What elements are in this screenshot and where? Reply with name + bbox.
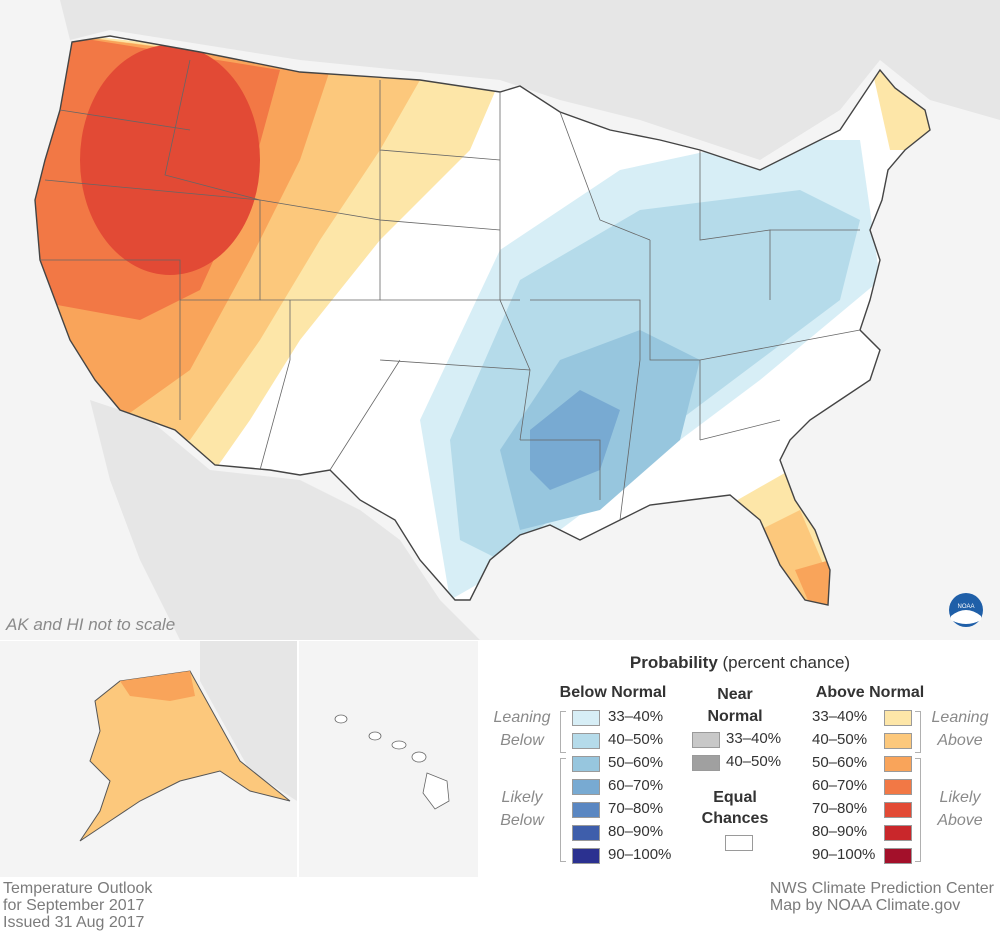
below-label-4: 70–80% <box>608 800 664 817</box>
bracket-leaning-below <box>560 711 566 753</box>
canada-land <box>0 0 1000 160</box>
credit-caption: NWS Climate Prediction Center Map by NOA… <box>770 880 994 914</box>
us-outline <box>34 35 931 606</box>
below-label-6: 90–100% <box>608 846 672 863</box>
below-swatch-6 <box>572 848 600 864</box>
above-swatch-0 <box>884 710 912 726</box>
credit-line-2: Map by NOAA Climate.gov <box>769 897 961 914</box>
above-label-5: 80–90% <box>812 823 868 840</box>
bracket-leaning-above <box>915 711 921 753</box>
above-label-3: 60–70% <box>812 777 868 794</box>
likely-below-label: Likely Below <box>500 789 544 829</box>
below-swatch-4 <box>572 802 600 818</box>
below-label-1: 40–50% <box>608 731 664 748</box>
bracket-likely-below <box>560 758 566 862</box>
above-swatch-3 <box>884 779 912 795</box>
below-normal-heading: Below Normal <box>559 684 667 701</box>
caption-line-1: Temperature Outlook <box>3 880 153 897</box>
caption-line-3: Issued 31 Aug 2017 <box>3 914 145 931</box>
legend-panel: Probability (percent chance) Below Norma… <box>480 641 1000 877</box>
below-label-3: 60–70% <box>608 777 664 794</box>
legend-title: Probability (percent chance) <box>629 653 851 672</box>
below-label-5: 80–90% <box>608 823 664 840</box>
above-label-4: 70–80% <box>812 800 868 817</box>
above-label-6: 90–100% <box>812 846 876 863</box>
below-swatch-2 <box>572 756 600 772</box>
above-swatch-6 <box>884 848 912 864</box>
leaning-below-label: Leaning Below <box>493 709 551 749</box>
above-swatch-5 <box>884 825 912 841</box>
equal-chances-heading: Equal Chances <box>701 789 769 827</box>
state-borders <box>40 59 861 521</box>
near-normal-heading: Near Normal <box>707 686 763 725</box>
bracket-likely-above <box>915 758 921 862</box>
leaning-above-label: Leaning Above <box>931 709 989 749</box>
scale-note: AK and HI not to scale <box>6 615 176 634</box>
below-label-0: 33–40% <box>608 708 664 725</box>
equal-chances-swatch <box>725 835 753 851</box>
above-normal-heading: Above Normal <box>815 684 925 701</box>
below-label-2: 50–60% <box>608 754 664 771</box>
near-swatch-0 <box>692 732 720 748</box>
mexico-land <box>90 400 480 640</box>
above-label-1: 40–50% <box>812 731 868 748</box>
above-label-2: 50–60% <box>812 754 868 771</box>
outlook-caption: Temperature Outlook for September 2017 I… <box>3 880 152 931</box>
hawaii-inset <box>299 641 478 877</box>
contiguous-us-map: NOAA <box>0 0 1000 640</box>
below-swatch-3 <box>572 779 600 795</box>
noaa-logo-wave <box>951 610 981 624</box>
credit-line-1: NWS Climate Prediction Center <box>769 880 994 897</box>
near-swatch-1 <box>692 755 720 771</box>
alaska-inset <box>0 641 297 877</box>
below-swatch-5 <box>572 825 600 841</box>
above-swatch-2 <box>884 756 912 772</box>
above-label-0: 33–40% <box>812 708 868 725</box>
caption-line-2: for September 2017 <box>3 897 145 914</box>
below-swatch-0 <box>572 710 600 726</box>
noaa-logo-text: NOAA <box>957 604 974 610</box>
near-label-0: 33–40% <box>726 730 782 747</box>
below-swatch-1 <box>572 733 600 749</box>
probability-shading <box>35 36 930 605</box>
above-swatch-1 <box>884 733 912 749</box>
near-label-1: 40–50% <box>726 753 782 770</box>
above-swatch-4 <box>884 802 912 818</box>
likely-above-label: Likely Above <box>937 789 983 829</box>
